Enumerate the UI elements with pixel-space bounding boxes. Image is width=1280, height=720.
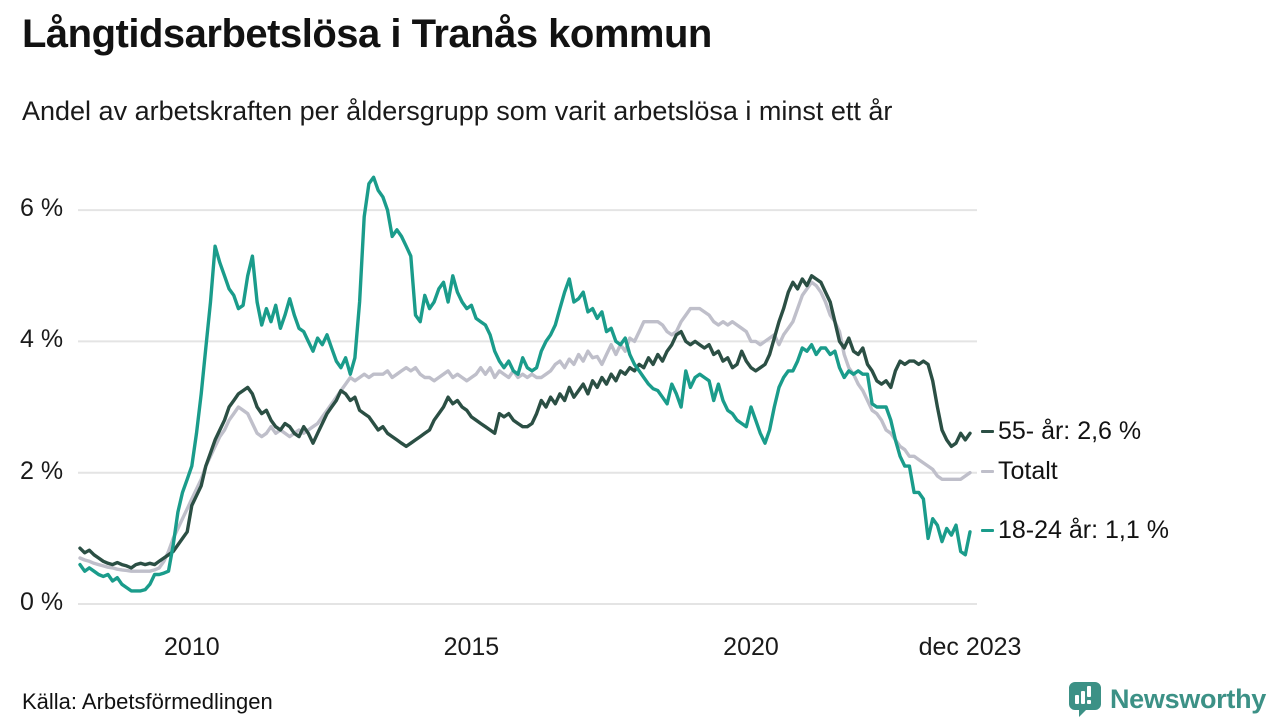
source-note: Källa: Arbetsförmedlingen	[22, 689, 273, 714]
series-line-55-r	[78, 274, 972, 570]
newsworthy-wordmark: Newsworthy	[1109, 683, 1266, 714]
y-tick-label: 2 %	[20, 456, 64, 485]
series-dash-totalt	[981, 469, 994, 473]
series-dash-18-24-ar	[981, 528, 994, 532]
x-tick-label: dec 2023	[918, 633, 1022, 661]
y-tick-label: 0 %	[20, 588, 64, 616]
newsworthy-speech-bubble-icon	[1068, 682, 1101, 717]
series-end-label-totalt: Totalt	[981, 457, 1058, 486]
series-end-label-55-ar: 55- år: 2,6 %	[981, 417, 1141, 446]
y-tick-label: 6 %	[20, 194, 64, 223]
page-subtitle: Andel av arbetskraften per åldersgrupp s…	[22, 96, 893, 126]
x-tick-label: 2015	[443, 633, 500, 661]
series-line-Totalt	[78, 280, 972, 573]
series-line-18-24-r	[78, 175, 972, 593]
page-title: Långtidsarbetslösa i Tranås kommun	[22, 12, 712, 56]
x-tick-label: 2020	[723, 633, 779, 661]
x-tick-label: 2010	[164, 633, 220, 661]
newsworthy-logo[interactable]: Newsworthy	[1066, 680, 1266, 718]
series-end-label-18-24-ar: 18-24 år: 1,1 %	[981, 516, 1169, 545]
series-dash-55-ar	[981, 430, 994, 434]
y-tick-label: 4 %	[20, 325, 64, 354]
